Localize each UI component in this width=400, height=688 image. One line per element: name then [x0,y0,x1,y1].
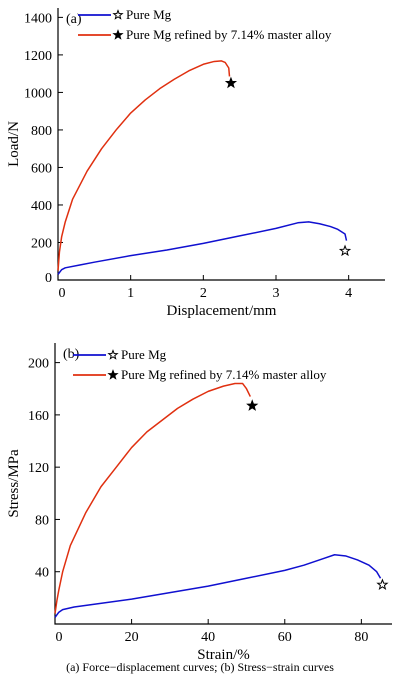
x-axis-label: Strain/% [197,647,250,663]
legend-label: Pure Mg [121,347,167,362]
x-tick-label: 2 [200,286,207,301]
panel-label: (a) [66,12,82,27]
y-axis-label: Stress/MPa [6,449,22,518]
x-axis-label: Displacement/mm [167,303,277,319]
y-tick-label: 160 [28,409,49,424]
x-tick-label: 1 [127,286,134,301]
end-star-marker [338,244,352,257]
legend-star-icon [112,29,124,40]
series-line-refined [57,60,231,271]
end-star-marker [246,399,259,411]
end-star-marker [224,76,238,89]
y-tick-label: 40 [35,566,49,581]
x-tick-label: 80 [354,630,368,645]
figure-caption: (a) Force−displacement curves; (b) Stres… [66,660,334,674]
y-tick-label: 80 [35,513,49,528]
panel-b-stress-strain-chart: 0 20 40 60 80 40 80 120 160 200 Strain/% Stress/MPa… [6,343,392,663]
x-tick-label: 0 [56,630,63,645]
y-axis-label: Load/N [6,121,22,167]
legend-star-icon [112,9,124,20]
x-tick-label: 3 [273,286,280,301]
series-line-pure-mg [57,221,348,275]
y-tick-label: 800 [31,124,52,139]
panel-a-load-displacement-chart: 0 1 2 3 4 200 400 600 800 1000 1200 1400 0 Displaceme… [6,7,385,319]
y-tick-label: 200 [31,236,52,251]
legend-label: Pure Mg refined by 7.14% master alloy [121,367,327,382]
x-tick-label: 4 [345,286,352,301]
y-origin-label: 0 [45,271,52,286]
legend-star-icon [107,369,119,380]
y-tick-label: 1000 [24,86,52,101]
panel-label: (b) [63,347,80,362]
x-tick-label: 0 [59,286,66,301]
y-tick-label: 1200 [24,49,52,64]
legend-star-icon [107,349,119,360]
axes-frame [54,343,392,625]
x-tick-label: 40 [201,630,215,645]
y-tick-label: 400 [31,199,52,214]
series-line-refined [54,382,251,614]
end-star-marker [376,578,389,590]
series-line-pure-mg [54,553,382,618]
y-tick-label: 120 [28,461,49,476]
x-tick-label: 60 [278,630,292,645]
legend-label: Pure Mg [126,7,172,22]
y-tick-label: 1400 [24,11,52,26]
y-tick-label: 600 [31,161,52,176]
x-tick-label: 20 [125,630,139,645]
y-tick-label: 200 [28,357,49,372]
legend-label: Pure Mg refined by 7.14% master alloy [126,27,332,42]
